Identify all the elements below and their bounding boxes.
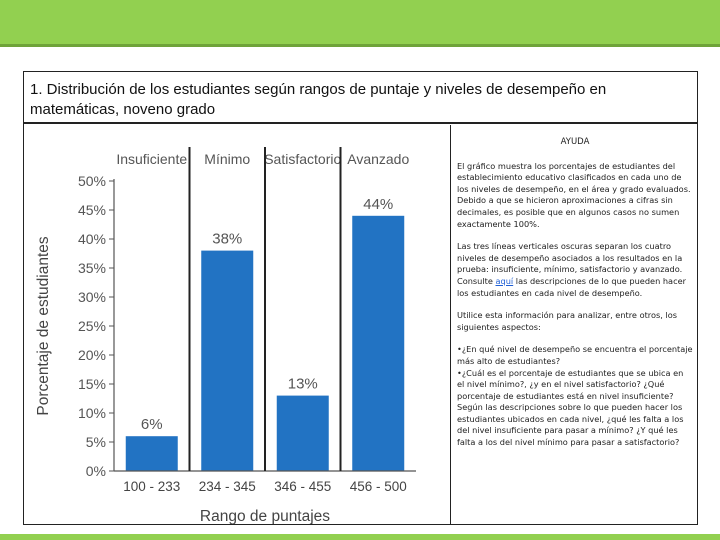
bottom-banner [0, 534, 720, 540]
descriptions-link[interactable]: aquí [495, 275, 514, 286]
x-axis-title: Rango de puntajes [200, 508, 330, 524]
bar-value-label: 13% [288, 376, 318, 393]
bar-chart: Insuficiente Mínimo Satisfactorio Avanzado 0… [24, 125, 450, 524]
y-tick-label: 0% [86, 463, 106, 479]
bar-value-label: 38% [212, 231, 242, 248]
help-panel: AYUDA El gráfico muestra los porcentajes… [450, 125, 697, 524]
x-tick-label: 346 - 455 [274, 479, 331, 494]
x-tick-label: 234 - 345 [199, 479, 256, 494]
page-title: 1. Distribución de los estudiantes según… [24, 72, 697, 124]
y-tick-label: 5% [86, 434, 106, 450]
help-paragraph-2: Las tres líneas verticales oscuras separ… [457, 241, 693, 299]
top-banner [0, 0, 720, 44]
top-banner-line [0, 44, 720, 47]
help-paragraph-2-start: Las tres líneas verticales oscuras separ… [457, 241, 683, 286]
bar-value-label: 6% [141, 416, 163, 433]
y-tick-label: 25% [78, 318, 106, 334]
y-tick-label: 45% [78, 202, 106, 218]
y-tick-label: 15% [78, 376, 106, 392]
level-label: Insuficiente [116, 151, 187, 167]
x-tick-label: 456 - 500 [350, 479, 407, 494]
bar [352, 215, 405, 471]
help-question-2: •¿Cuál es el porcentaje de estudiantes q… [457, 367, 684, 448]
y-tick-label: 10% [78, 405, 106, 421]
help-title: AYUDA [560, 137, 590, 147]
bar-value-label: 44% [363, 196, 393, 213]
help-paragraph-3: Utilice esta información para analizar, … [457, 310, 678, 332]
y-tick-label: 50% [78, 173, 106, 189]
bar [125, 436, 178, 471]
help-question-1: •¿En qué nivel de desempeño se encuentra… [457, 344, 693, 366]
x-tick-label: 100 - 233 [123, 479, 180, 494]
y-tick-label: 35% [78, 260, 106, 276]
y-axis-title: Porcentaje de estudiantes [35, 236, 52, 415]
level-label: Avanzado [347, 151, 409, 167]
level-label: Mínimo [204, 151, 250, 167]
bar [276, 395, 329, 471]
content-frame: 1. Distribución de los estudiantes según… [23, 71, 698, 525]
y-tick-label: 30% [78, 289, 106, 305]
y-tick-label: 40% [78, 231, 106, 247]
bar [201, 250, 254, 471]
chart-svg: Insuficiente Mínimo Satisfactorio Avanzado 0… [35, 147, 416, 524]
y-tick-label: 20% [78, 347, 106, 363]
help-paragraph-2-end: las descripciones de lo que pueden hacer… [457, 275, 686, 298]
level-label: Satisfactorio [264, 151, 341, 167]
help-paragraph-1: El gráfico muestra los porcentajes de es… [457, 160, 691, 229]
